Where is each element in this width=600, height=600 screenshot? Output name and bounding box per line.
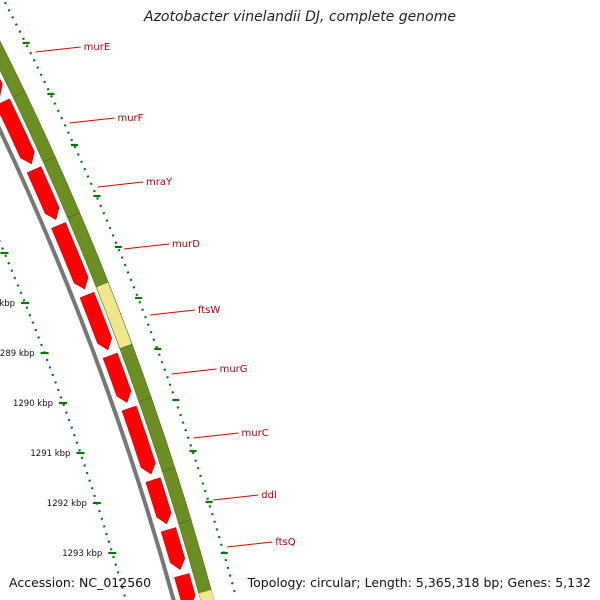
gene-label-murD: murD xyxy=(172,239,200,250)
gene-label-ddl: ddl xyxy=(261,490,276,501)
gene-leader-line xyxy=(35,46,81,53)
cds-arrow xyxy=(0,78,3,97)
cds-arrow xyxy=(26,166,60,220)
cds-arrow xyxy=(145,477,172,525)
scale-tick-label: 1288 kbp xyxy=(0,299,15,309)
gene-label-ftsQ: ftsQ xyxy=(275,537,295,548)
gene-leader-line xyxy=(193,432,239,439)
gene-leader-line xyxy=(213,494,259,501)
gene-band-track xyxy=(0,40,215,600)
map-title: Azotobacter vinelandii DJ, complete geno… xyxy=(144,9,456,25)
gene-leader-line xyxy=(69,117,115,124)
gene-leader-line xyxy=(97,181,144,188)
scale-tick-label: 1290 kbp xyxy=(13,399,53,409)
gene-leader-line xyxy=(123,243,170,250)
gene-label-murE: murE xyxy=(84,42,111,53)
scale-tick-label: 1293 kbp xyxy=(62,549,102,559)
scale-tick-label: 1291 kbp xyxy=(30,449,70,459)
scale-ticks: 1283 kbp1284 kbp1285 kbp1286 kbp1287 kbp… xyxy=(0,41,228,559)
cds-arrow xyxy=(0,98,35,165)
gene-band-segment xyxy=(198,589,215,600)
cds-arrow xyxy=(79,291,112,351)
backbone-track xyxy=(0,125,176,600)
gene-leader-line xyxy=(149,309,196,316)
cds-arrow xyxy=(160,527,186,570)
gene-labels: murE murF mraY murD ftsW murG murC ddl ftsQ xyxy=(35,42,296,548)
cds-arrow-track xyxy=(0,78,196,600)
cds-arrow xyxy=(121,405,156,475)
outer-dotted-line xyxy=(2,0,238,598)
topology-text: Topology: circular; Length: 5,365,318 bp… xyxy=(247,575,591,590)
gene-label-mraY: mraY xyxy=(146,177,173,188)
dotted-grid-lines xyxy=(0,0,238,600)
gene-leader-line xyxy=(171,368,217,375)
backbone-line xyxy=(0,125,176,600)
inner-dotted-line xyxy=(0,239,127,600)
accession-text: Accession: NC_012560 xyxy=(9,575,152,590)
gene-label-murC: murC xyxy=(242,428,269,439)
cds-arrow xyxy=(102,352,132,403)
scale-tick-label: 1289 kbp xyxy=(0,349,35,359)
gene-leader-line xyxy=(227,541,273,548)
gene-label-ftsW: ftsW xyxy=(198,305,220,316)
gene-band-segment xyxy=(0,40,26,98)
scale-tick-label: 1292 kbp xyxy=(47,499,87,509)
gene-label-murF: murF xyxy=(117,113,143,124)
cds-arrow xyxy=(51,222,89,290)
gene-band-segment xyxy=(178,519,215,600)
cds-arrow xyxy=(174,573,196,600)
gene-label-murG: murG xyxy=(220,364,248,375)
